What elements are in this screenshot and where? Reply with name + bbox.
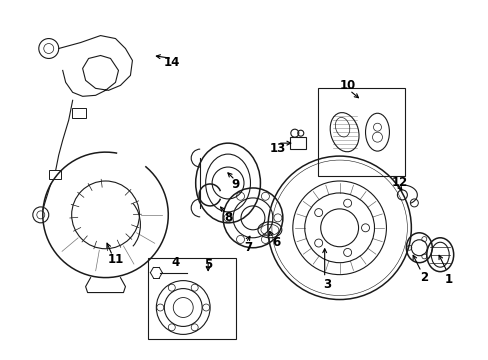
Text: 2: 2 bbox=[419, 271, 427, 284]
Bar bbox=[148, 258, 236, 339]
Text: 3: 3 bbox=[323, 278, 331, 291]
Bar bbox=[317, 88, 405, 176]
Text: 10: 10 bbox=[339, 79, 355, 92]
Text: 13: 13 bbox=[269, 141, 285, 155]
Text: 4: 4 bbox=[171, 256, 179, 269]
Text: 14: 14 bbox=[164, 56, 180, 69]
Text: 6: 6 bbox=[271, 236, 280, 249]
Text: 5: 5 bbox=[203, 258, 212, 271]
Bar bbox=[72, 108, 85, 118]
Text: 7: 7 bbox=[244, 241, 251, 254]
Text: 8: 8 bbox=[224, 211, 232, 224]
Text: 9: 9 bbox=[230, 179, 239, 192]
Text: 12: 12 bbox=[390, 176, 407, 189]
Bar bbox=[49, 170, 61, 179]
Text: 1: 1 bbox=[444, 273, 452, 286]
Bar bbox=[289, 137, 305, 149]
Text: 11: 11 bbox=[107, 253, 123, 266]
